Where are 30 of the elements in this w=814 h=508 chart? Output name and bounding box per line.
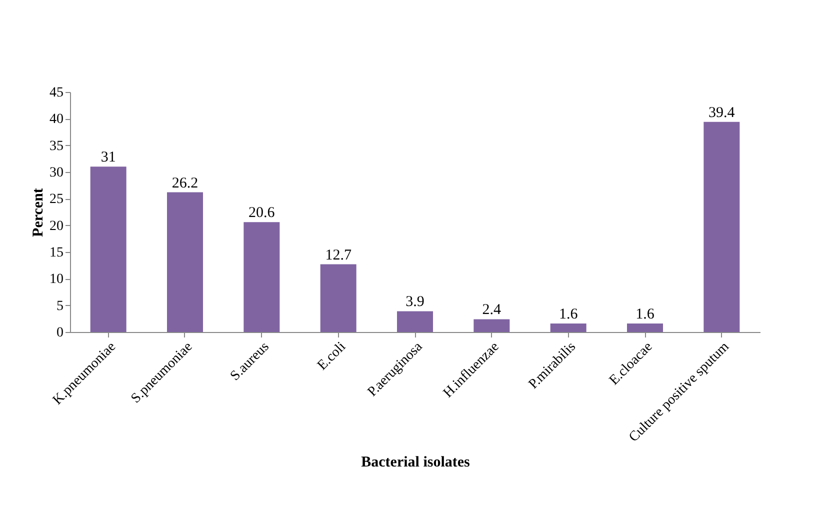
data-label: 26.2 [172,175,198,192]
x-axis-title: Bacterial isolates [361,454,470,471]
data-label: 20.6 [248,205,276,222]
data-label: 1.6 [558,306,578,322]
y-tick-label: 35 [50,138,64,154]
y-tick-label: 45 [50,86,64,100]
bar [627,323,663,332]
y-tick-label: 30 [50,166,64,180]
bar [167,192,203,332]
data-label: 2.4 [482,302,502,318]
y-tick-label: 25 [50,192,64,208]
bar [397,311,433,332]
y-tick-label: 15 [50,246,64,260]
y-tick-label: 10 [50,272,64,288]
data-label: 3.9 [406,294,424,310]
y-axis-title: Percent [30,188,46,237]
bar [244,222,280,332]
y-tick-label: 40 [50,112,64,128]
bar [474,319,510,332]
data-label: 1.6 [636,306,655,322]
y-tick-label: 5 [56,298,64,314]
bar [550,323,586,332]
bar [704,122,740,332]
y-tick-label: 20 [50,218,64,234]
bar [90,166,126,332]
bar [320,264,356,332]
data-label: 12.7 [325,247,352,264]
data-label: 39.4 [708,104,736,121]
data-label: 31 [100,150,116,166]
y-tick-label: 0 [56,326,64,340]
